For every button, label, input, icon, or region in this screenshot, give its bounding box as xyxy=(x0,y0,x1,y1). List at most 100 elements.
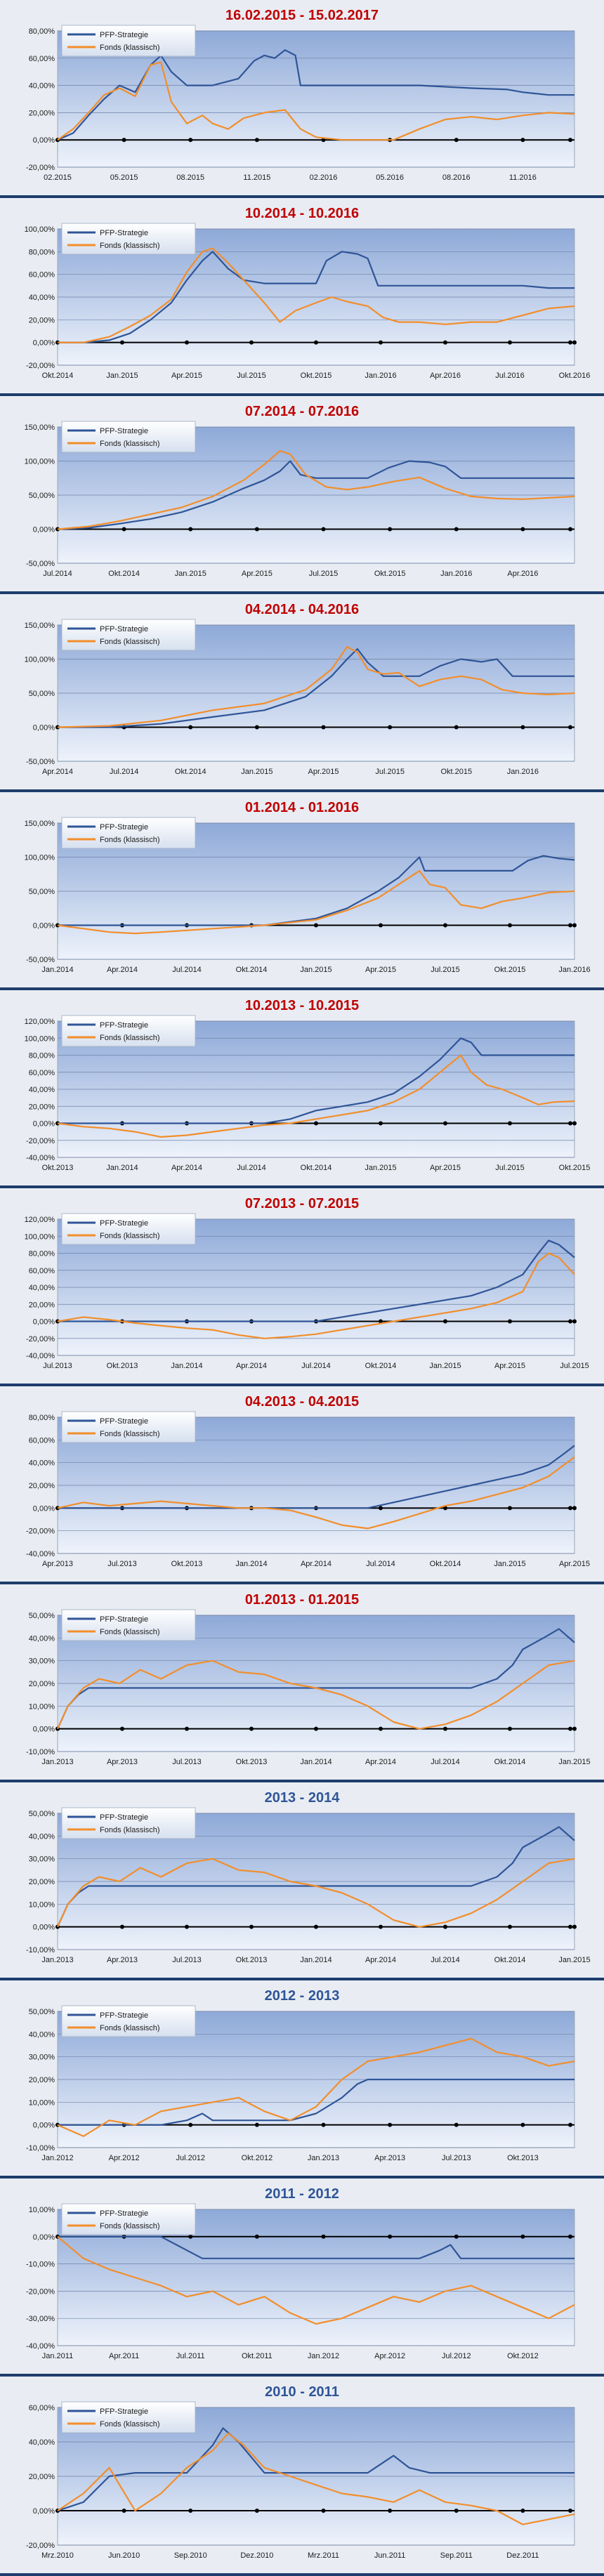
y-tick-label: 60,00% xyxy=(29,271,55,280)
x-tick-label: Apr.2012 xyxy=(109,2154,140,2162)
x-tick-label: Jul.2016 xyxy=(495,372,525,380)
x-tick-label: Jun.2010 xyxy=(108,2551,140,2560)
legend-label-pfp: PFP-Strategie xyxy=(100,2209,148,2218)
x-tick-marker xyxy=(122,2509,126,2513)
series-line-pfp xyxy=(58,1445,575,1509)
x-tick-marker xyxy=(568,1319,572,1324)
chart-title: 2011 - 2012 xyxy=(265,2186,339,2202)
x-tick-marker xyxy=(314,1726,318,1731)
y-tick-label: 0,00% xyxy=(33,2507,55,2516)
y-tick-label: -20,00% xyxy=(26,362,55,370)
x-tick-marker xyxy=(314,1924,318,1929)
x-tick-marker xyxy=(508,923,512,928)
line-chart: 2011 - 2012 -40,00% -30,00% -20,00% -10,00% 0… xyxy=(26,2186,575,2360)
y-tick-label: 80,00% xyxy=(29,1414,55,1422)
chart-panel: 04.2013 - 04.2015 -40,00% -20,00% 0,00% 20,0… xyxy=(0,1386,604,1584)
x-tick-marker xyxy=(454,2234,459,2239)
series-line-pfp xyxy=(57,2427,575,2512)
x-tick-marker xyxy=(520,138,525,143)
x-tick-label: 11.2015 xyxy=(243,173,270,182)
y-tick-label: -40,00% xyxy=(26,2342,55,2351)
x-tick-label: Jan.2016 xyxy=(558,966,590,974)
x-tick-label: Apr.2013 xyxy=(107,1758,138,1766)
y-tick-label: 0,00% xyxy=(33,339,55,348)
chart-panel: 10.2014 - 10.2016 -20,00% 0,00% 20,00% 40,00… xyxy=(0,198,604,396)
x-tick-label: Jul.2013 xyxy=(172,1956,202,1964)
x-tick-marker xyxy=(520,2234,525,2239)
x-tick-marker xyxy=(254,2234,259,2239)
x-tick-marker xyxy=(379,1924,383,1929)
x-tick-label: Dez.2011 xyxy=(506,2551,539,2560)
x-tick-label: Okt.2012 xyxy=(507,2352,539,2360)
x-tick-marker xyxy=(520,725,525,730)
x-tick-marker xyxy=(568,1506,572,1511)
x-tick-marker xyxy=(120,1726,124,1731)
y-tick-label: 150,00% xyxy=(25,423,55,432)
x-tick-label: Jul.2014 xyxy=(110,768,139,776)
legend-label-pfp: PFP-Strategie xyxy=(100,229,148,237)
x-tick-label: Okt.2015 xyxy=(440,768,472,776)
series-line-pfp xyxy=(58,648,575,728)
legend-label-pfp: PFP-Strategie xyxy=(100,31,148,39)
series-line-fonds xyxy=(57,869,575,935)
x-tick-marker xyxy=(568,923,572,928)
y-tick-label: 40,00% xyxy=(29,1284,55,1292)
y-tick-label: -50,00% xyxy=(26,560,55,568)
legend-label-fonds: Fonds (klassisch) xyxy=(100,2024,160,2032)
x-tick-marker xyxy=(188,2122,193,2127)
x-tick-label: Jan.2014 xyxy=(171,1362,202,1370)
x-tick-marker xyxy=(568,527,572,532)
x-tick-marker xyxy=(321,2122,326,2127)
line-chart: 2012 - 2013 -10,00% 0,00% 10,00% 20,00% 30,00… xyxy=(26,1988,575,2162)
y-tick-label: 40,00% xyxy=(29,294,55,302)
y-tick-label: 60,00% xyxy=(29,1069,55,1077)
y-tick-label: -20,00% xyxy=(26,1137,55,1145)
x-tick-label: Jan.2015 xyxy=(494,1560,525,1568)
x-tick-label: Apr.2014 xyxy=(42,768,73,776)
x-tick-marker xyxy=(379,340,383,345)
x-tick-label: Apr.2013 xyxy=(107,1956,138,1964)
legend xyxy=(61,2401,196,2433)
y-tick-label: 120,00% xyxy=(25,1216,55,1224)
chart-title: 10.2013 - 10.2015 xyxy=(245,998,359,1013)
y-tick-label: 0,00% xyxy=(33,1924,55,1932)
x-tick-label: Dez.2010 xyxy=(240,2551,273,2560)
chart-title: 01.2013 - 01.2015 xyxy=(245,1592,359,1608)
x-tick-marker xyxy=(379,1726,383,1731)
series-line-fonds xyxy=(57,2037,575,2137)
x-tick-marker xyxy=(254,2122,259,2127)
y-tick-label: -10,00% xyxy=(26,1946,55,1954)
y-tick-label: 40,00% xyxy=(29,1086,55,1094)
x-tick-label: Jan.2015 xyxy=(558,1956,590,1964)
x-tick-marker xyxy=(508,1924,512,1929)
y-tick-label: 0,00% xyxy=(33,1318,55,1327)
x-tick-marker xyxy=(249,1924,254,1929)
x-tick-label: Apr.2013 xyxy=(42,1560,73,1568)
x-tick-label: Jan.2012 xyxy=(308,2352,339,2360)
series-line-pfp xyxy=(58,2078,575,2126)
x-tick-marker xyxy=(443,1121,447,1126)
chart-panel: 16.02.2015 - 15.02.2017 -20,00% 0,00% 20,00… xyxy=(0,0,604,198)
y-tick-label: 0,00% xyxy=(33,526,55,534)
x-tick-label: 08.2015 xyxy=(176,173,204,182)
x-tick-marker xyxy=(188,527,193,532)
line-chart: 07.2013 - 07.2015 -40,00% -20,00% 0,00% 20,0… xyxy=(25,1196,589,1370)
legend xyxy=(61,817,196,849)
x-tick-label: Jan.2013 xyxy=(41,1956,73,1964)
x-tick-marker xyxy=(379,923,383,928)
x-tick-marker xyxy=(321,725,326,730)
x-tick-marker xyxy=(568,138,572,143)
chart-title: 07.2014 - 07.2016 xyxy=(245,404,359,419)
chart-title: 2012 - 2013 xyxy=(265,1988,340,2004)
chart-title: 04.2013 - 04.2015 xyxy=(245,1394,359,1409)
y-tick-label: 100,00% xyxy=(25,1233,55,1241)
y-tick-label: 0,00% xyxy=(33,724,55,732)
x-tick-marker xyxy=(508,1506,512,1511)
series-line-fonds xyxy=(57,2235,575,2325)
x-tick-label: Jan.2015 xyxy=(300,966,331,974)
y-tick-label: 80,00% xyxy=(29,27,55,36)
x-tick-label: Jul.2013 xyxy=(442,2154,471,2162)
x-tick-marker xyxy=(314,923,318,928)
line-chart: 10.2014 - 10.2016 -20,00% 0,00% 20,00% 40,00… xyxy=(25,206,591,380)
series-line-fonds xyxy=(57,1252,575,1339)
